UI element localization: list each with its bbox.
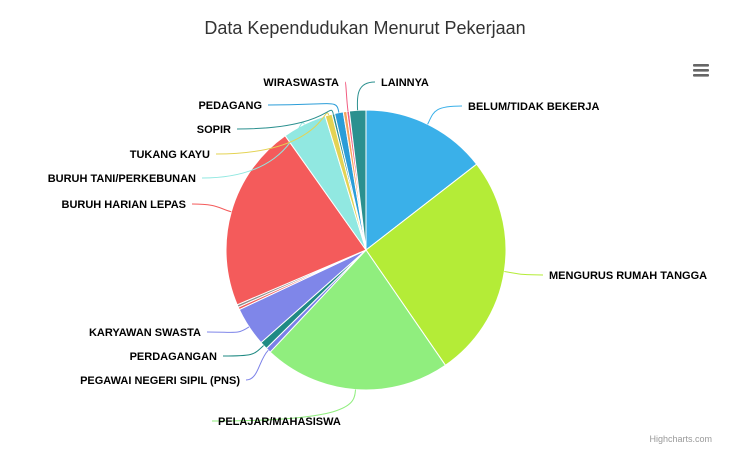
connector-line-12 (236, 109, 334, 130)
slice-label-2: MENGURUS RUMAH TANGGA (549, 270, 707, 282)
connector-line-10 (201, 122, 305, 179)
slice-label-16: LAINNYA (381, 77, 429, 89)
pie-slice-9[interactable] (225, 135, 367, 306)
slice-label-12: SOPIR (197, 124, 231, 136)
slice-label-1: BELUM/TIDAK BEKERJA (468, 101, 599, 113)
connector-line-4 (245, 349, 269, 381)
connector-line-15 (344, 81, 349, 112)
connector-line-6 (206, 326, 250, 333)
pie-slice-1[interactable] (365, 109, 478, 252)
chart-title: Data Kependudukan Menurut Pekerjaan (204, 18, 525, 38)
connector-line-3 (211, 389, 356, 422)
slice-label-11: TUKANG KAYU (130, 149, 210, 161)
slice-label-3: PELAJAR/MAHASISWA (218, 416, 341, 428)
slice-label-5: PERDAGANGAN (130, 351, 217, 363)
connector-line-9 (191, 203, 232, 213)
slice-label-10: BURUH TANI/PERKEBUNAN (48, 173, 196, 185)
slice-label-13: PEDAGANG (198, 100, 262, 112)
credits-link[interactable]: Highcharts.com (649, 434, 712, 444)
connector-line-1 (427, 105, 463, 125)
slice-label-15: WIRASWASTA (263, 77, 339, 89)
hamburger-menu-icon[interactable] (688, 60, 714, 82)
slice-label-6: KARYAWAN SWASTA (89, 327, 201, 339)
connector-line-16 (356, 81, 376, 111)
connector-line-2 (504, 271, 544, 276)
connector-line-5 (222, 345, 264, 357)
slice-label-9: BURUH HARIAN LEPAS (62, 199, 186, 211)
pie-labels: BELUM/TIDAK BEKERJA MENGURUS RUMAH TANGGA… (48, 77, 707, 428)
pie-slice-16[interactable] (348, 109, 367, 251)
pie-slices (225, 109, 507, 391)
connector-line-13 (267, 103, 340, 113)
slice-label-4: PEGAWAI NEGERI SIPIL (PNS) (80, 375, 240, 387)
connector-line-11 (215, 112, 330, 155)
